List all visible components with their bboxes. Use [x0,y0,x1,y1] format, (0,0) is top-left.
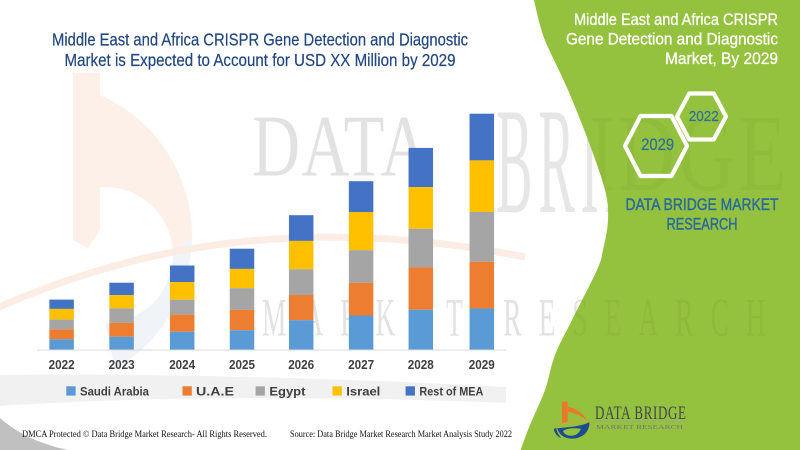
svg-text:2022: 2022 [49,358,75,372]
svg-text:Gene Detection and Diagnostic: Gene Detection and Diagnostic [566,29,778,48]
svg-text:2028: 2028 [408,358,434,372]
svg-text:2024: 2024 [169,358,195,372]
svg-text:2026: 2026 [288,358,314,372]
svg-text:MARKET RESEARCH: MARKET RESEARCH [596,424,683,431]
svg-text:Israel: Israel [346,385,380,399]
svg-text:Egypt: Egypt [269,385,305,399]
svg-text:Middle East and Africa CRISPR: Middle East and Africa CRISPR [574,10,778,29]
svg-text:RESEARCH: RESEARCH [667,215,738,234]
svg-text:2023: 2023 [109,358,135,372]
svg-text:Market is Expected to Account: Market is Expected to Account for USD XX… [65,50,456,70]
svg-text:DATA BRIDGE MARKET: DATA BRIDGE MARKET [626,195,779,214]
svg-text:Source: Data Bridge Market Res: Source: Data Bridge Market Research Mark… [290,429,512,439]
svg-text:2029: 2029 [641,136,674,154]
svg-text:U.A.E: U.A.E [196,385,234,399]
svg-text:Rest of MEA: Rest of MEA [419,385,483,399]
svg-text:2022: 2022 [689,108,719,125]
svg-text:2027: 2027 [348,358,374,372]
svg-text:DMCA Protected © Data Bridge M: DMCA Protected © Data Bridge Market Rese… [22,429,267,439]
svg-text:DATA BRIDGE: DATA BRIDGE [595,404,687,424]
svg-text:Middle East and Africa CRISPR: Middle East and Africa CRISPR Gene Detec… [52,29,468,49]
svg-text:Saudi Arabia: Saudi Arabia [80,385,149,399]
svg-text:2025: 2025 [229,358,255,372]
svg-text:DATA: DATA [252,97,430,195]
svg-text:Market, By 2029: Market, By 2029 [665,49,778,68]
svg-text:2029: 2029 [469,358,495,372]
